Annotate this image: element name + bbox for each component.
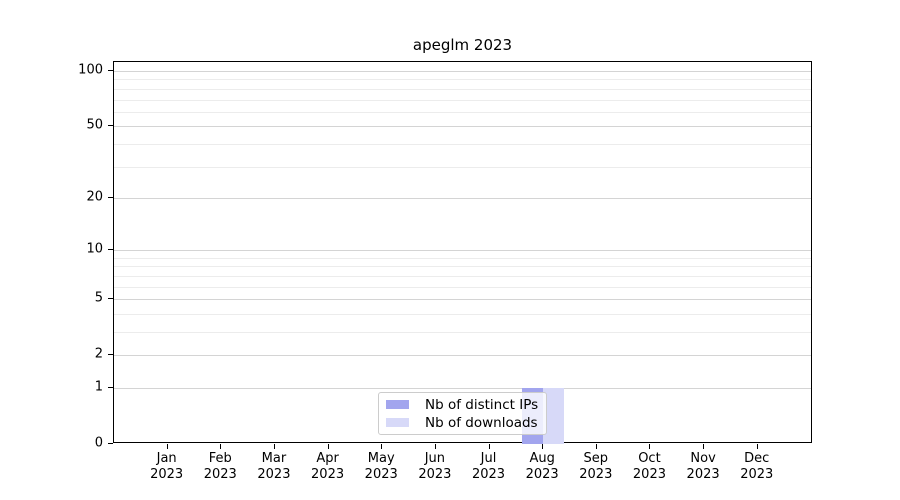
legend-swatch-downloads [386,418,409,427]
gridline-minor [114,166,811,168]
legend-label-downloads: Nb of downloads [425,414,538,431]
y-tick-label: 20 [86,189,103,205]
gridline-minor [114,143,811,145]
y-tick-mark [108,249,113,251]
gridline-major [114,126,811,128]
gridline-minor [114,111,811,113]
gridline-minor [114,275,811,277]
y-tick-label: 1 [94,379,103,395]
x-tick-label: Oct 2023 [632,451,666,482]
gridline-minor [114,79,811,81]
legend: Nb of distinct IPs Nb of downloads [378,392,547,435]
x-tick-mark [273,444,275,449]
y-tick-mark [108,70,113,72]
x-tick-mark [595,444,597,449]
x-tick-label: Aug 2023 [525,451,559,482]
legend-item-downloads: Nb of downloads [386,414,539,432]
x-tick-label: Dec 2023 [740,451,774,482]
x-tick-mark [649,444,651,449]
gridline-minor [114,257,811,259]
x-tick-mark [327,444,329,449]
gridline-minor [114,313,811,315]
x-tick-label: Nov 2023 [686,451,720,482]
y-tick-label: 5 [94,290,103,306]
legend-swatch-distinct-ips [386,400,409,409]
x-tick-mark [381,444,383,449]
y-tick-label: 50 [86,117,103,133]
y-tick-mark [108,443,113,444]
gridline-major [114,355,811,357]
gridline-major [114,299,811,301]
x-tick-label: Apr 2023 [311,451,345,482]
y-tick-mark [108,196,113,198]
gridline-major [114,71,811,73]
chart-title: apeglm 2023 [412,36,513,54]
gridline-major [114,387,811,389]
x-tick-mark [488,444,490,449]
x-tick-mark [542,444,544,449]
y-tick-mark [108,386,113,388]
x-tick-label: Jan 2023 [150,451,184,482]
y-tick-mark [108,298,113,300]
bar-nb-of-downloads [543,387,565,444]
x-tick-mark [166,444,168,449]
y-tick-mark [108,125,113,127]
x-tick-label: May 2023 [364,451,398,482]
x-tick-label: Feb 2023 [203,451,237,482]
x-tick-mark [703,444,705,449]
gridline-minor [114,286,811,288]
gridline-minor [114,266,811,268]
y-tick-mark [108,354,113,356]
y-tick-label: 100 [78,62,103,78]
gridline-major [114,250,811,252]
x-tick-label: Sep 2023 [579,451,613,482]
gridline-minor [114,99,811,101]
legend-item-distinct-ips: Nb of distinct IPs [386,396,539,414]
gridline-minor [114,88,811,90]
legend-label-distinct-ips: Nb of distinct IPs [425,396,539,413]
y-tick-label: 2 [94,346,103,362]
x-tick-label: Jun 2023 [418,451,452,482]
gridline-minor [114,331,811,333]
y-tick-label: 10 [86,241,103,257]
gridline-major [114,197,811,199]
x-tick-mark [434,444,436,449]
x-tick-mark [220,444,222,449]
plot-area [113,61,812,444]
y-tick-label: 0 [94,435,103,451]
x-tick-label: Mar 2023 [257,451,291,482]
x-tick-mark [756,444,758,449]
x-tick-label: Jul 2023 [471,451,506,482]
